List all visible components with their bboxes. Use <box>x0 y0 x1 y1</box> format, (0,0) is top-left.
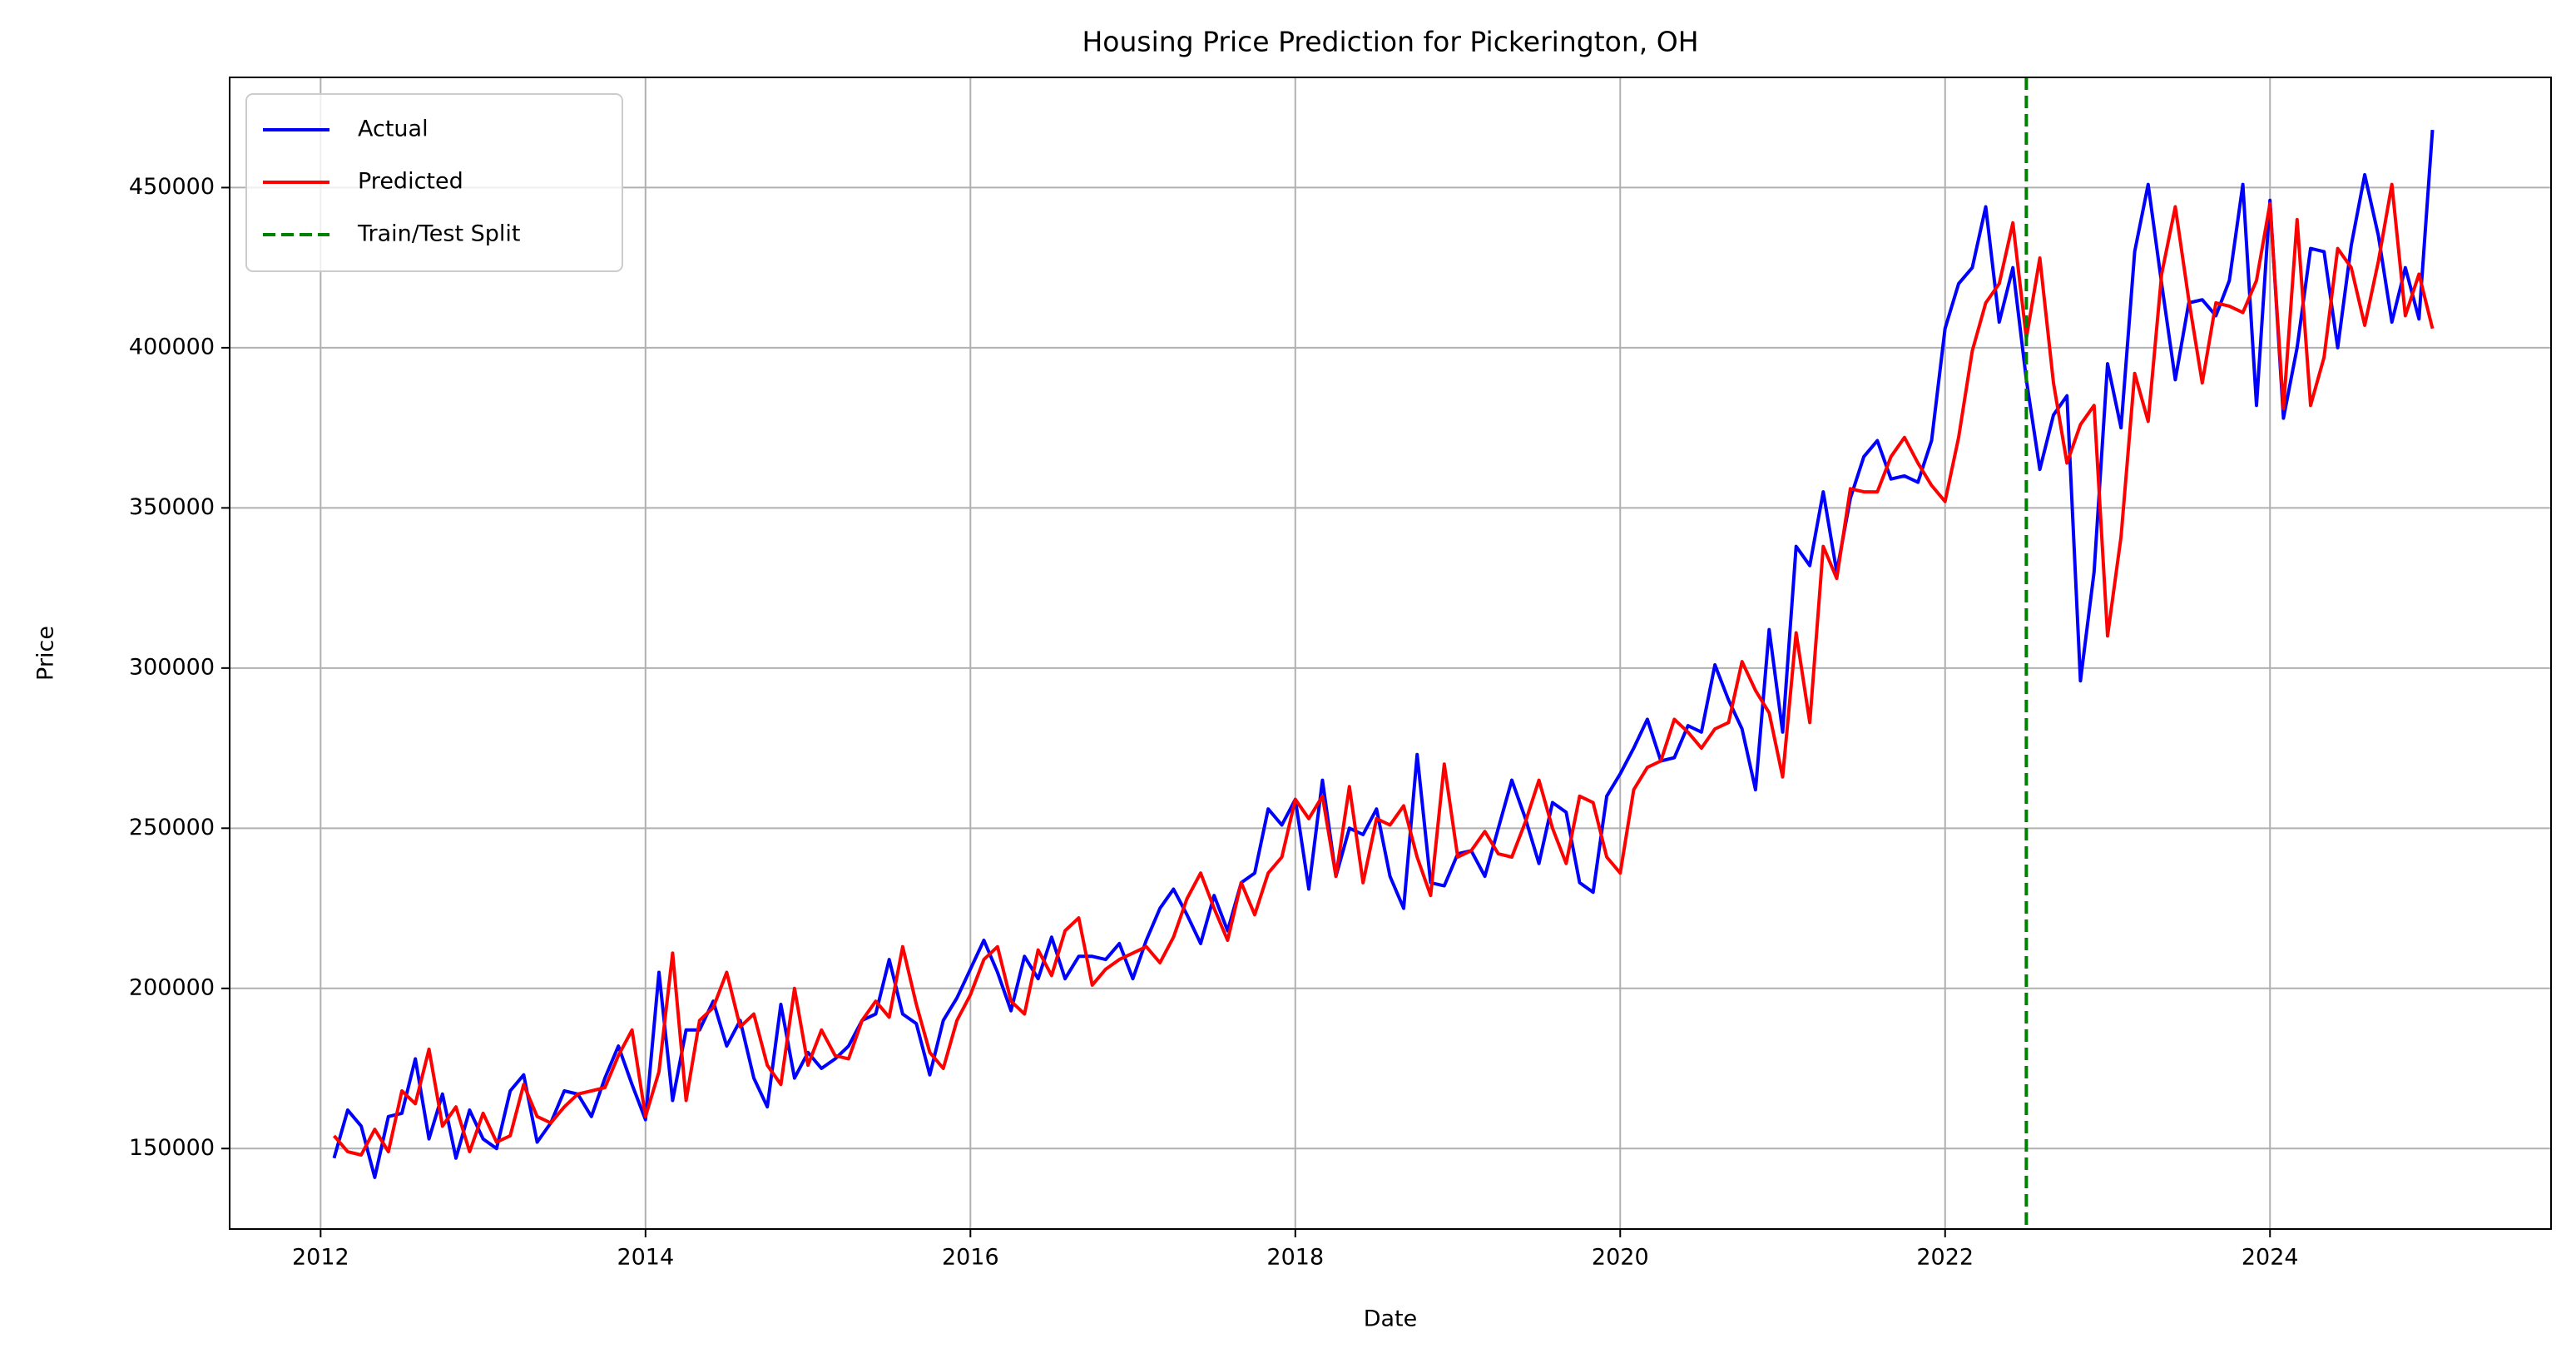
legend-label: Predicted <box>358 169 463 195</box>
chart-title: Housing Price Prediction for Pickeringto… <box>1082 26 1698 58</box>
x-tick-label: 2022 <box>1916 1245 1974 1271</box>
x-tick-label: 2014 <box>617 1245 674 1271</box>
legend-label: Actual <box>358 116 429 142</box>
plot-frame <box>229 77 2552 1230</box>
series-line <box>332 182 2435 1157</box>
y-tick-label: 300000 <box>129 654 215 680</box>
y-tick-label: 150000 <box>129 1135 215 1161</box>
legend-label: Train/Test Split <box>357 221 521 247</box>
y-tick-label: 200000 <box>129 974 215 1000</box>
y-axis-label: Price <box>33 626 59 681</box>
x-tick-label: 2012 <box>292 1245 349 1271</box>
y-tick-label: 250000 <box>129 815 215 840</box>
y-tick-label: 400000 <box>129 334 215 359</box>
x-axis-label: Date <box>1364 1306 1418 1332</box>
y-tick-label: 350000 <box>129 494 215 520</box>
x-tick-label: 2018 <box>1266 1245 1324 1271</box>
legend-box <box>245 93 623 272</box>
y-tick-label: 450000 <box>129 174 215 200</box>
x-tick-label: 2020 <box>1592 1245 1649 1271</box>
x-tick-label: 2016 <box>942 1245 999 1271</box>
x-tick-label: 2024 <box>2242 1245 2299 1271</box>
series-line <box>332 129 2435 1179</box>
